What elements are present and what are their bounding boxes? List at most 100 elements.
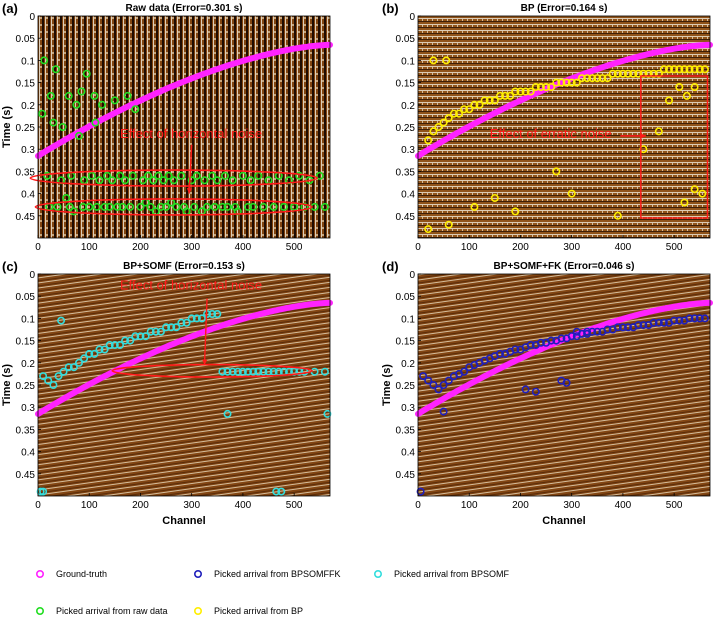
picked-point <box>675 65 684 74</box>
picked-point <box>424 225 433 234</box>
picked-point <box>424 376 433 385</box>
picked-point <box>108 176 117 185</box>
picked-point <box>700 65 709 74</box>
picked-point <box>429 56 438 65</box>
picked-point <box>439 118 448 127</box>
legend-label-bpsomf: Picked arrival from BPSOMF <box>394 569 510 579</box>
picked-point <box>485 96 494 105</box>
picked-point <box>213 176 222 185</box>
picked-point <box>695 65 704 74</box>
picked-point <box>187 314 196 323</box>
picked-point <box>208 171 217 180</box>
noise-ellipse <box>29 169 318 187</box>
picked-point <box>613 69 622 78</box>
picked-point <box>177 318 186 327</box>
picked-point <box>552 167 561 176</box>
picked-point <box>72 100 81 109</box>
picked-point <box>203 202 212 211</box>
picked-point <box>221 171 230 180</box>
picked-point <box>495 91 504 100</box>
picked-point <box>495 349 504 358</box>
legend-label-raw: Picked arrival from raw data <box>56 606 168 616</box>
picked-point <box>424 136 433 145</box>
picked-point <box>623 69 632 78</box>
annotation-text: Effect of horizontal noise <box>120 126 262 141</box>
y-tick-label: 0.15 <box>396 337 416 348</box>
picked-point <box>272 487 281 496</box>
picked-point <box>475 100 484 109</box>
picked-point <box>659 65 668 74</box>
x-tick-label: 300 <box>563 500 580 511</box>
picked-point <box>526 340 535 349</box>
picked-point <box>246 176 255 185</box>
y-tick-label: 0.05 <box>16 292 36 303</box>
picked-point <box>116 171 125 180</box>
picked-point <box>100 345 109 354</box>
picked-point <box>690 65 699 74</box>
picked-point <box>82 69 91 78</box>
x-tick-label: 500 <box>666 242 683 253</box>
picked-point <box>295 171 304 180</box>
picked-point <box>65 202 74 211</box>
legend-label-bp: Picked arrival from BP <box>214 606 303 616</box>
picked-point <box>598 74 607 83</box>
picked-point <box>639 69 648 78</box>
picked-point <box>254 171 263 180</box>
x-tick-label: 100 <box>461 242 478 253</box>
panel-title: BP+SOMF (Error=0.153 s) <box>123 261 245 272</box>
legend-marker-bpsomf <box>373 569 382 578</box>
picked-point <box>238 171 247 180</box>
y-tick-label: 0.45 <box>16 212 36 223</box>
picked-point <box>449 109 458 118</box>
picked-point <box>290 202 299 211</box>
picked-point <box>249 367 258 376</box>
y-tick-label: 0 <box>29 270 35 281</box>
picked-point <box>320 202 329 211</box>
picked-point <box>159 176 168 185</box>
picked-point <box>416 487 425 496</box>
x-tick-label: 0 <box>35 500 41 511</box>
y-tick-label: 0.05 <box>396 34 416 45</box>
x-tick-label: 200 <box>512 242 529 253</box>
y-tick-label: 0.1 <box>21 56 35 67</box>
picked-point <box>531 83 540 92</box>
legend-marker-raw <box>35 606 44 615</box>
picked-point <box>465 105 474 114</box>
picked-point <box>460 105 469 114</box>
picked-point <box>698 189 707 198</box>
legend-marker-bp <box>194 606 203 615</box>
picked-point <box>131 105 140 114</box>
picked-point <box>95 345 104 354</box>
picked-point <box>593 327 602 336</box>
picked-point <box>177 171 186 180</box>
picked-point <box>603 74 612 83</box>
picked-point <box>315 171 324 180</box>
picked-point <box>490 194 499 203</box>
picked-point <box>39 372 48 381</box>
picked-point <box>583 74 592 83</box>
picked-point <box>675 316 684 325</box>
x-tick-label: 500 <box>286 500 303 511</box>
picked-point <box>444 114 453 123</box>
picked-point <box>583 327 592 336</box>
y-tick-label: 0.2 <box>21 101 35 112</box>
x-tick-label: 100 <box>81 500 98 511</box>
picked-point <box>695 314 704 323</box>
picked-point <box>192 171 201 180</box>
y-axis-label: Time (s) <box>1 364 13 406</box>
x-tick-label: 500 <box>666 500 683 511</box>
y-tick-label: 0.3 <box>21 145 35 156</box>
picked-point <box>141 332 150 341</box>
picked-point <box>670 65 679 74</box>
picked-point <box>46 91 55 100</box>
picked-point <box>682 91 691 100</box>
picked-point <box>218 202 227 211</box>
picked-point <box>516 87 525 96</box>
x-tick-label: 400 <box>235 500 252 511</box>
picked-point <box>444 220 453 229</box>
picked-point <box>593 74 602 83</box>
picked-point <box>139 176 148 185</box>
picked-point <box>690 185 699 194</box>
picked-point <box>100 202 109 211</box>
picked-point <box>454 109 463 118</box>
